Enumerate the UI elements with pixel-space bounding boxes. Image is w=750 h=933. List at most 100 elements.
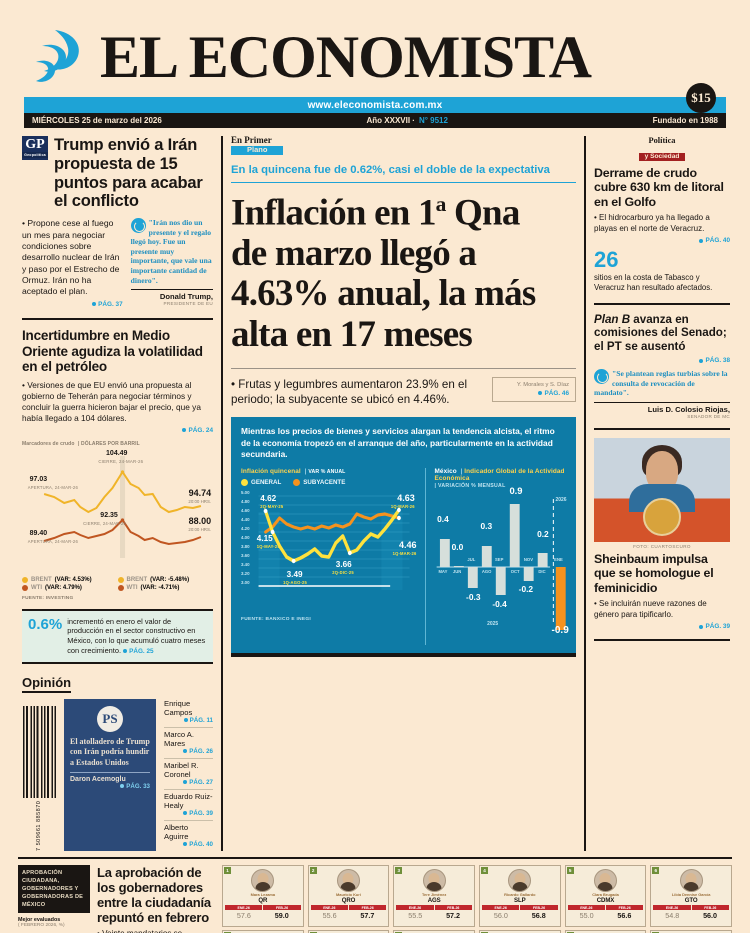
governor-cards-grid: 1 Mara Lezama QR ENE-26 FEB-26 57.6 59.0 2 Mauri… [222, 864, 732, 933]
left-story2-page[interactable]: PÁG. 24 [22, 427, 213, 434]
legend-general: GENERAL [241, 479, 281, 487]
opinion-page: PÁG. 26 [164, 748, 213, 755]
annotation-4-15-label: 1Q-MAY-25 [256, 544, 280, 550]
opinion-page: PÁG. 11 [164, 717, 213, 724]
page-dot-icon [183, 810, 188, 815]
main-lead-row: • Frutas y legumbres aumentaron 23.9% en… [231, 367, 576, 407]
construction-factoid: 0.6% incrementó en enero el valor de pro… [22, 608, 213, 664]
geopolitics-story-head[interactable]: GP Geopolítica Trump envió a Irán propue… [22, 136, 213, 211]
left-column: GP Geopolítica Trump envió a Irán propue… [18, 136, 223, 851]
publication-year: Año XXXVII · [366, 116, 415, 125]
page-dot-icon [183, 779, 188, 784]
barcode: 7 509661 885870 [22, 699, 56, 851]
bar-value-jun: 0.0 [451, 542, 464, 553]
construction-page[interactable]: PÁG. 25 [123, 648, 154, 655]
inflation-line-chart-panel: Inflación quincenal | VAR % ANUAL GENERA… [241, 468, 426, 646]
oil-open-brent: 97.03 [29, 475, 48, 483]
bar-chart-subtitle2: | VARIACIÓN % MENSUAL [434, 483, 506, 490]
website-url[interactable]: www.eleconomista.com.mx [307, 99, 443, 111]
bar-year-2026: 2026 [555, 497, 567, 504]
quote-mark-icon [594, 369, 609, 385]
oil-high-brent-label: CIERRE, 24-MAR-26 [98, 458, 144, 464]
governor-values: 55.6 57.7 [311, 911, 387, 920]
igae-bar-chart-panel: México | Indicador Global de la Activida… [426, 468, 569, 645]
governor-rank: 5 [566, 866, 574, 874]
colosio-quote-name: Luis D. Colosio Riojas, [594, 401, 730, 414]
main-headline[interactable]: Inflación en 1a Qna de marzo llegó a 4.6… [231, 193, 576, 355]
list-item[interactable]: Enrique Campos PÁG. 11 [164, 699, 213, 728]
approval-current: 56.6 [617, 910, 632, 920]
trump-quote-name: Donald Trump, [130, 289, 213, 301]
trump-quote-text: "Irán nos dio un presente y el regalo ll… [130, 218, 212, 285]
governor-card[interactable]: 6 Libia Dennise García GTO ENE-26 FEB-26 54.8… [650, 864, 732, 928]
left-story1-headline[interactable]: Trump envió a Irán propuesta de 15 punto… [54, 136, 203, 211]
bar-year-2025: 2025 [487, 621, 499, 628]
month-cur-label: FEB-26 [275, 905, 289, 910]
right-story1-page[interactable]: PÁG. 40 [594, 237, 730, 244]
publication-date: MIÉRCOLES 25 de marzo del 2026 [32, 116, 162, 125]
main-page-ref[interactable]: PÁG. 46 [499, 390, 569, 397]
month-cur-label: FEB-26 [361, 905, 374, 910]
oil-chart-units: | DÓLARES POR BARRIL [76, 440, 140, 447]
inflation-infographic: Mientras los precios de bienes y servici… [231, 417, 576, 658]
governor-rank: 6 [652, 866, 660, 874]
governor-state: CDMX [596, 897, 615, 905]
section-kicker: En Primer Plano [231, 135, 576, 156]
oil-close-brent-time: 20:00 HRS. [188, 498, 212, 504]
project-syndicate-card[interactable]: PS El atolladero de Trump con Irán podrí… [64, 698, 156, 851]
right-story1-headline[interactable]: Derrame de crudo cubre 630 km de litoral… [594, 166, 724, 209]
governor-avatar [251, 868, 275, 892]
approval-current: 57.7 [360, 910, 375, 920]
page-dot-icon [182, 428, 187, 433]
list-item[interactable]: Maribel R. Coronel PÁG. 27 [164, 759, 213, 790]
ps-logo-icon: PS [97, 705, 123, 732]
bar-label-nov: NOV [523, 557, 533, 563]
left-story2-headline[interactable]: Incertidumbre en Medio Oriente agudiza l… [22, 328, 203, 375]
governor-card[interactable]: 1 Mara Lezama QR ENE-26 FEB-26 57.6 59.0 [222, 864, 304, 928]
barcode-number: 7 509661 885870 [36, 800, 42, 851]
list-item[interactable]: Alberto Aguirre PÁG. 40 [164, 821, 213, 851]
section-kicker-line2: Plano [231, 146, 284, 156]
ps-page[interactable]: PÁG. 33 [70, 783, 150, 790]
bar-label-ene: ENE [554, 557, 563, 563]
bar-label-sep: SEP [494, 557, 504, 563]
governor-card[interactable]: 5 Clara Brugada CDMX ENE-26 FEB-26 55.0 56.6 [564, 864, 647, 928]
left-story1-page[interactable]: PÁG. 37 [22, 301, 123, 309]
construction-text: incrementó en enero el valor de producci… [67, 616, 206, 655]
governor-month-header: ENE-26 FEB-26 [567, 905, 644, 911]
governor-avatar [593, 868, 617, 892]
founded-label: Fundado en 1988 [652, 116, 718, 125]
page-dot-icon [92, 301, 97, 306]
governors-headline[interactable]: La aprobación de los gobernadores entre … [97, 864, 211, 926]
governor-values: 55.5 57.2 [396, 911, 472, 920]
governor-month-header: ENE-26 FEB-26 [225, 905, 301, 911]
bar-value-jul: -0.3 [466, 592, 481, 603]
annotation-4-62-label: 2Q-MAY-25 [260, 504, 284, 510]
page-dot-icon [183, 748, 188, 753]
oil-open-wti-label: APERTURA, 24-MAR-26 [27, 538, 78, 544]
right-story3-page[interactable]: PÁG. 39 [594, 623, 730, 630]
governor-card[interactable]: 4 Ricardo Gallardo SLP ENE-26 FEB-26 56.0 56.8 [478, 864, 561, 928]
governor-card[interactable]: 2 Mauricio Kuri QRO ENE-26 FEB-26 55.6 57.7 [307, 864, 390, 928]
right-story2-headline[interactable]: Plan B avanza en comisiones del Senado; … [594, 313, 730, 355]
list-item[interactable]: Eduardo Ruiz-Healy PÁG. 39 [164, 790, 213, 821]
infographic-source: FUENTE: BANXICO E INEGI [241, 617, 312, 623]
trump-quote-role: PRESIDENTE DE EU [163, 301, 213, 307]
governor-card[interactable]: 3 Tere Jiménez AGS ENE-26 FEB-26 55.5 57.2 [393, 864, 475, 928]
right-story1-body: • El hidrocarburo ya ha llegado a playas… [594, 213, 710, 233]
bar-value-ago: 0.3 [480, 521, 493, 532]
governors-approval-strip: APROBACIÓN CIUDADANA, GOBERNADORES Y GOB… [18, 856, 732, 933]
governor-name: Ricardo Gallardo [504, 891, 536, 897]
gp-section-badge: GP Geopolítica [22, 136, 48, 160]
annotation-3-66-label: 2Q-DIC-25 [332, 570, 354, 576]
right-story2-page[interactable]: PÁG. 38 [594, 357, 730, 364]
right-story3-headline[interactable]: Sheinbaum impulsa que se homologue el fe… [594, 551, 714, 595]
mitofsky-brand-col: APROBACIÓN CIUDADANA, GOBERNADORES Y GOB… [18, 864, 90, 933]
page-dot-icon [183, 717, 188, 722]
gp-badge-sub: Geopolítica [22, 152, 48, 158]
left-story1-content: • Propone cese al fuego un mes para nego… [22, 218, 213, 309]
bar-label-ago: AGO [481, 569, 492, 575]
price-badge: $15 [686, 83, 716, 113]
list-item[interactable]: Marco A. Mares PÁG. 26 [164, 728, 213, 759]
opinion-page: PÁG. 40 [164, 841, 213, 848]
